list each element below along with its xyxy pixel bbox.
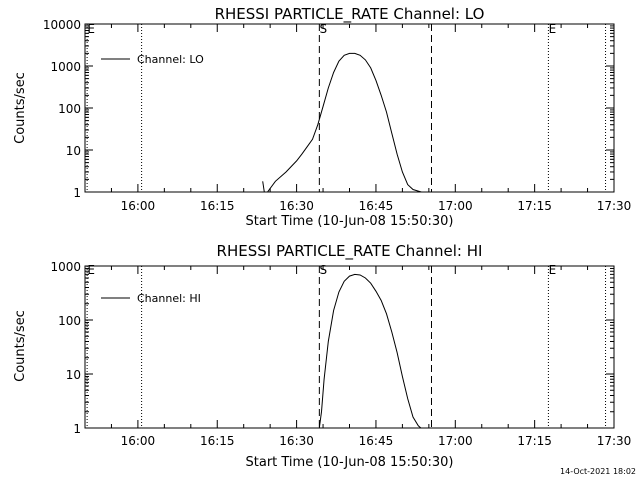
- plot-frame: [84, 265, 615, 429]
- x-tick-label: 16:15: [200, 199, 235, 213]
- chart-title: RHESSI PARTICLE_RATE Channel: HI: [217, 242, 483, 261]
- x-tick-label: 16:30: [279, 434, 314, 448]
- y-axis-label: Counts/sec: [13, 72, 28, 144]
- y-tick-label: 1: [73, 422, 81, 436]
- y-axis-label: Counts/sec: [13, 310, 28, 382]
- plot-frame: [84, 23, 615, 193]
- x-tick-label: 16:15: [200, 434, 235, 448]
- x-tick-label: 17:30: [597, 434, 632, 448]
- y-tick-label: 1: [73, 186, 81, 200]
- x-tick-label: 16:00: [121, 434, 156, 448]
- x-axis-label: Start Time (10-Jun-08 15:50:30): [246, 455, 454, 470]
- rate-series-line: [318, 273, 422, 429]
- x-tick-label: 16:45: [359, 199, 394, 213]
- plot-timestamp: 14-Oct-2021 18:02: [560, 467, 636, 476]
- y-tick-label: 100: [58, 314, 81, 328]
- y-tick-label: 10000: [43, 18, 81, 32]
- x-tick-label: 17:15: [517, 199, 552, 213]
- chart-title: RHESSI PARTICLE_RATE Channel: LO: [215, 5, 485, 24]
- y-tick-label: 10: [66, 368, 81, 382]
- marker-label: E: [549, 22, 557, 36]
- rate-series-line: [262, 52, 422, 193]
- marker-label: S: [320, 263, 328, 277]
- x-axis-label: Start Time (10-Jun-08 15:50:30): [246, 214, 454, 229]
- x-tick-label: 16:45: [359, 434, 394, 448]
- hi-channel-panel: RHESSI PARTICLE_RATE Channel: HI 16:00 16:…: [13, 242, 631, 470]
- marker-label: S: [320, 22, 328, 36]
- y-tick-label: 10: [66, 144, 81, 158]
- x-tick-label: 17:15: [517, 434, 552, 448]
- legend-label: Channel: HI: [137, 292, 201, 305]
- marker-label: E: [549, 263, 557, 277]
- y-tick-label: 100: [58, 102, 81, 116]
- marker-label: E: [87, 263, 95, 277]
- x-tick-label: 16:00: [121, 199, 156, 213]
- x-tick-label: 17:00: [438, 199, 473, 213]
- marker-label: E: [87, 22, 95, 36]
- legend-label: Channel: LO: [137, 53, 204, 66]
- x-tick-label: 17:30: [597, 199, 632, 213]
- x-tick-label: 17:00: [438, 434, 473, 448]
- lo-channel-panel: RHESSI PARTICLE_RATE Channel: LO 16:00 16:…: [13, 5, 631, 229]
- x-tick-label: 16:30: [279, 199, 314, 213]
- y-tick-label: 1000: [50, 260, 81, 274]
- y-tick-label: 1000: [50, 60, 81, 74]
